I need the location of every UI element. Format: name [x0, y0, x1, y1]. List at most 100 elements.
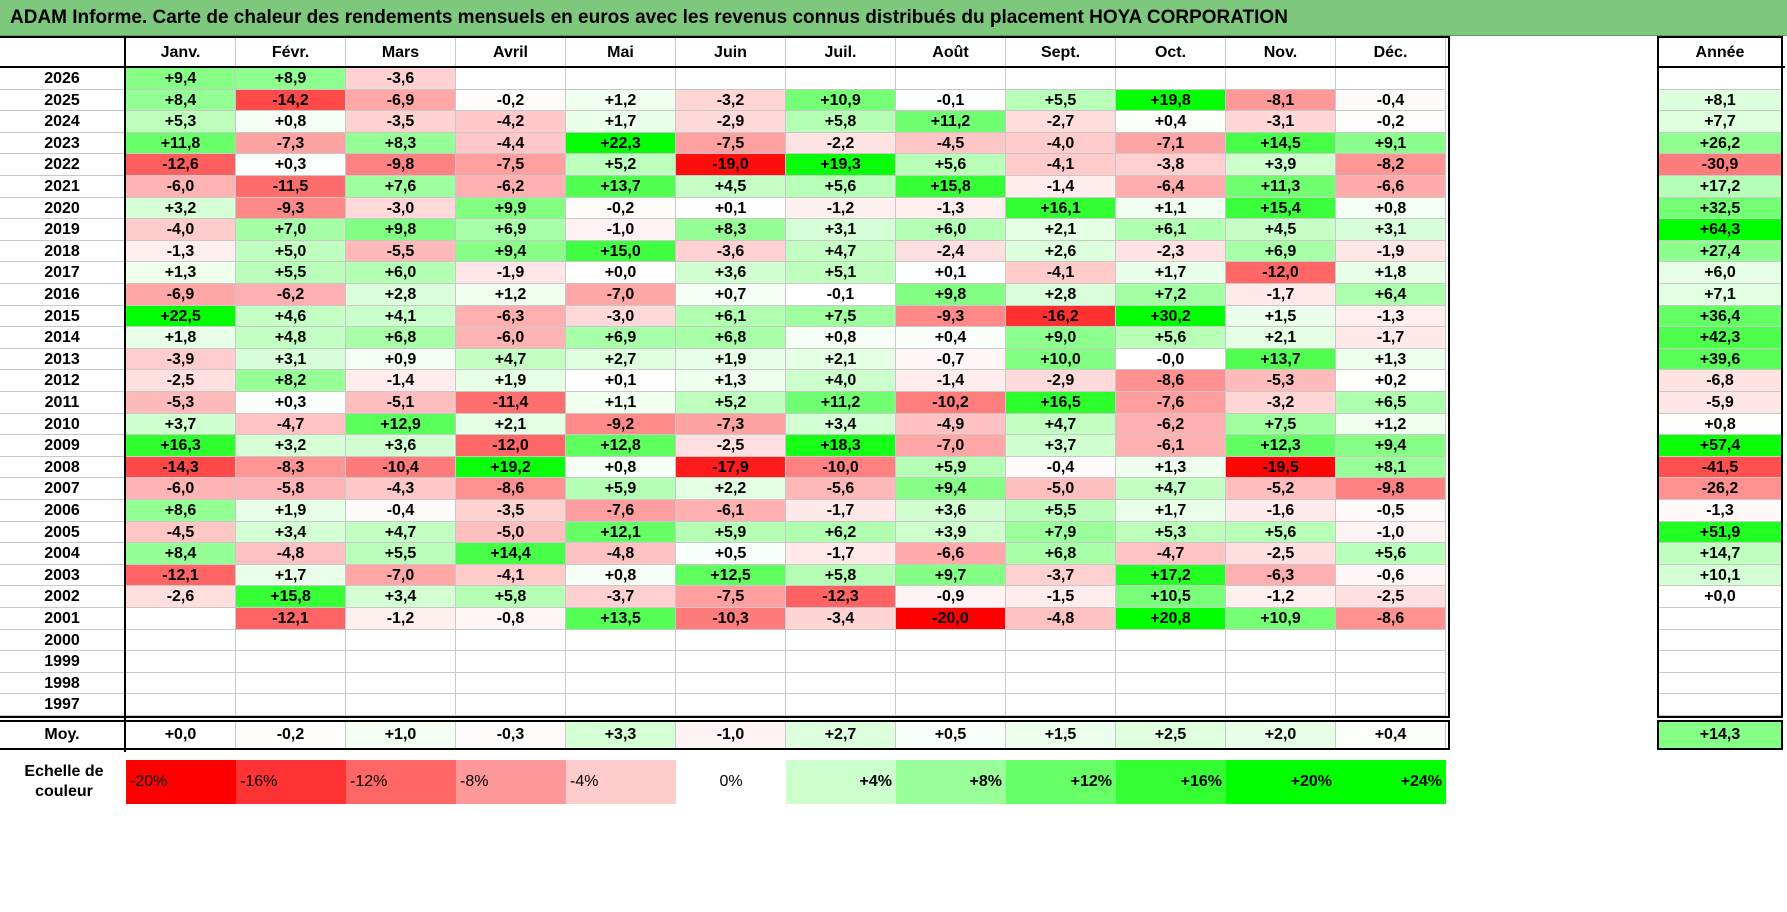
- heatmap-cell: +11,3: [1226, 176, 1336, 198]
- year-label: 2021: [0, 176, 124, 198]
- heatmap-cell: +7,9: [1006, 521, 1116, 544]
- heatmap-cell: -6,1: [676, 500, 786, 522]
- heatmap-cell: [786, 672, 896, 695]
- heatmap-cell: +13,7: [566, 176, 676, 198]
- year-label: 2001: [0, 608, 124, 630]
- heatmap-cell: -8,2: [1336, 154, 1446, 176]
- heatmap-cell: +1,3: [126, 262, 236, 284]
- average-cell: -0,3: [456, 722, 566, 748]
- heatmap-cell: +13,7: [1226, 348, 1336, 371]
- heatmap-cell: [1116, 629, 1226, 652]
- heatmap-cell: -3,0: [346, 197, 456, 220]
- heatmap-cell: +2,1: [786, 348, 896, 371]
- heatmap-cell: -6,2: [1116, 413, 1226, 436]
- year-label: 2014: [0, 327, 124, 349]
- heatmap-cell: +15,8: [896, 176, 1006, 198]
- heatmap-grid: Janv. Févr. Mars Avril Mai Juin Juil. Août Sept.…: [0, 36, 1450, 720]
- month-header: Mars: [346, 38, 456, 68]
- heatmap-cell: +12,8: [566, 435, 676, 457]
- heatmap-cell: +12,1: [566, 521, 676, 544]
- heatmap-cell: +0,1: [566, 370, 676, 392]
- heatmap-cell: -1,4: [1006, 176, 1116, 198]
- heatmap-cell: +4,8: [236, 327, 346, 349]
- heatmap-cell: +3,9: [1226, 154, 1336, 176]
- heatmap-cell: +3,6: [896, 500, 1006, 522]
- heatmap-cell: +22,3: [566, 132, 676, 155]
- heatmap-cell: +3,1: [236, 348, 346, 371]
- heatmap-cell: -4,4: [456, 132, 566, 155]
- heatmap-cell: +0,9: [346, 348, 456, 371]
- heatmap-cell: -11,5: [236, 176, 346, 198]
- heatmap-cell: +1,9: [456, 370, 566, 392]
- heatmap-cell: [1226, 68, 1336, 90]
- heatmap-cell: +6,1: [1116, 219, 1226, 241]
- scale-step: +16%: [1116, 760, 1226, 804]
- heatmap-cell: +1,8: [126, 327, 236, 349]
- heatmap-cell: [786, 68, 896, 90]
- heatmap-cell: +6,0: [896, 219, 1006, 241]
- heatmap-cell: +10,0: [1006, 348, 1116, 371]
- heatmap-cell: -0,6: [1336, 564, 1446, 587]
- heatmap-cell: -2,9: [1006, 370, 1116, 392]
- heatmap-cell: +6,9: [456, 219, 566, 241]
- heatmap-cell: -14,3: [126, 456, 236, 479]
- heatmap-cell: [346, 672, 456, 695]
- heatmap-cell: +3,6: [346, 435, 456, 457]
- heatmap-cell: +3,7: [126, 413, 236, 436]
- heatmap-cell: [896, 672, 1006, 695]
- heatmap-cell: [126, 694, 236, 716]
- heatmap-cell: -6,0: [126, 478, 236, 500]
- annual-cell: [1659, 651, 1781, 673]
- scale-step: -12%: [346, 760, 456, 804]
- heatmap-cell: +3,4: [786, 413, 896, 436]
- heatmap-cell: -6,0: [126, 176, 236, 198]
- heatmap-cell: [126, 608, 236, 630]
- heatmap-cell: -1,2: [346, 608, 456, 630]
- scale-step: +8%: [896, 760, 1006, 804]
- heatmap-cell: [1226, 629, 1336, 652]
- heatmap-cell: +5,1: [786, 262, 896, 284]
- heatmap-cell: [1006, 68, 1116, 90]
- heatmap-cell: +6,9: [566, 327, 676, 349]
- heatmap-cell: +0,8: [566, 456, 676, 479]
- heatmap-cell: -4,8: [1006, 608, 1116, 630]
- heatmap-cell: -6,3: [1226, 564, 1336, 587]
- heatmap-cell: +3,7: [1006, 435, 1116, 457]
- heatmap-cell: +12,3: [1226, 435, 1336, 457]
- heatmap-cell: [1116, 68, 1226, 90]
- average-cell: +2,5: [1116, 722, 1226, 748]
- heatmap-cell: [456, 694, 566, 716]
- heatmap-cell: -2,4: [896, 240, 1006, 263]
- heatmap-cell: +2,7: [566, 348, 676, 371]
- heatmap-cell: +1,7: [1116, 262, 1226, 284]
- average-cell: +3,3: [566, 722, 676, 748]
- heatmap-cell: [676, 651, 786, 673]
- heatmap-cell: +0,8: [236, 111, 346, 133]
- heatmap-cell: -10,2: [896, 392, 1006, 414]
- heatmap-cell: -1,7: [786, 500, 896, 522]
- heatmap-cell: -7,5: [456, 154, 566, 176]
- month-header: Oct.: [1116, 38, 1226, 68]
- average-cell: -0,2: [236, 722, 346, 748]
- heatmap-cell: -11,4: [456, 392, 566, 414]
- heatmap-cell: -0,9: [896, 586, 1006, 608]
- heatmap-cell: -12,0: [456, 435, 566, 457]
- heatmap-cell: -7,0: [896, 435, 1006, 457]
- heatmap-cell: +7,5: [786, 305, 896, 328]
- heatmap-cell: +5,5: [236, 262, 346, 284]
- heatmap-cell: +1,9: [236, 500, 346, 522]
- heatmap-cell: -12,1: [126, 564, 236, 587]
- scale-step: -4%: [566, 760, 676, 804]
- heatmap-cell: -2,2: [786, 132, 896, 155]
- heatmap-cell: +22,5: [126, 305, 236, 328]
- heatmap-cell: [346, 694, 456, 716]
- heatmap-cell: +0,1: [676, 197, 786, 220]
- heatmap-cell: +9,4: [1336, 435, 1446, 457]
- average-cell: -1,0: [676, 722, 786, 748]
- annual-cell: +7,7: [1659, 111, 1781, 133]
- year-label: 1998: [0, 673, 124, 695]
- heatmap-cell: [456, 68, 566, 90]
- heatmap-cell: +19,3: [786, 154, 896, 176]
- annual-cell: +6,0: [1659, 262, 1781, 284]
- heatmap-cell: -20,0: [896, 608, 1006, 630]
